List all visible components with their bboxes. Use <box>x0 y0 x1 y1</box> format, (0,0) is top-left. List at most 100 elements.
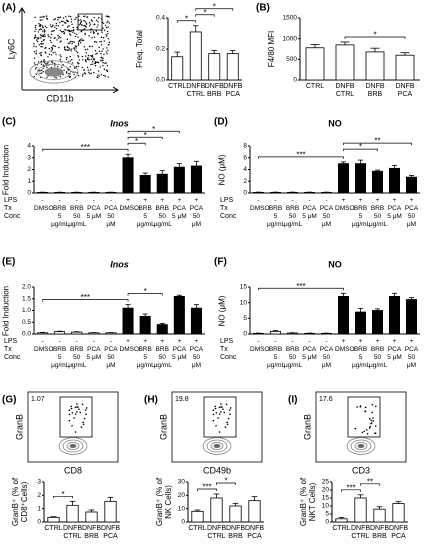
y-tick-label: 1.0 <box>22 307 31 314</box>
event-dot <box>74 49 76 51</box>
row-value: PCA <box>387 205 402 212</box>
event-dot <box>49 39 52 42</box>
significance-bracket <box>42 299 129 302</box>
event-dot <box>96 61 99 64</box>
event-dot <box>46 17 48 20</box>
x-tick-label: CTRL <box>332 525 351 532</box>
event-dot <box>70 18 73 20</box>
event-dot <box>85 26 87 28</box>
bar <box>37 332 49 335</box>
row-value: + <box>392 197 397 204</box>
row-value: BRB <box>155 205 169 212</box>
x-tick-label: DNFB CTRL <box>206 525 227 540</box>
event-dot <box>73 41 75 43</box>
event-dot <box>65 58 68 61</box>
event-dot <box>108 22 111 24</box>
row-value: BRB <box>285 346 300 353</box>
y-tick-label: 6 <box>243 154 247 161</box>
row-value: - <box>291 338 294 345</box>
row-value: - <box>109 338 113 345</box>
significance-bracket <box>127 293 163 296</box>
event-dot <box>44 63 47 65</box>
event-dot <box>100 52 102 55</box>
contour <box>350 439 372 453</box>
y-tick-label: 10 <box>322 503 330 510</box>
significance-bracket <box>42 148 129 152</box>
contour <box>58 437 88 455</box>
event-dot <box>69 60 71 62</box>
bar <box>173 166 185 194</box>
row-value: 50 μg/mL <box>369 213 388 228</box>
bar <box>139 315 151 335</box>
row-label: Conc <box>4 213 21 220</box>
event-dot <box>368 427 371 429</box>
bar <box>303 332 315 335</box>
contour <box>37 63 71 81</box>
event-dot <box>71 412 74 414</box>
event-dot <box>63 22 66 24</box>
event-dot <box>76 411 78 413</box>
y-axis-label: GranB <box>158 414 168 440</box>
y-axis-label: Fold Induction <box>1 144 10 195</box>
event-dot <box>356 406 358 408</box>
event-dot <box>68 42 71 45</box>
row-value: PCA <box>387 346 402 353</box>
event-dot <box>74 406 77 409</box>
event-dot <box>214 405 217 408</box>
event-dot <box>85 55 87 57</box>
event-dot <box>43 35 45 37</box>
event-dot <box>50 50 52 52</box>
row-value: - <box>92 338 95 345</box>
significance-label: *** <box>81 293 90 302</box>
event-dot <box>35 28 37 30</box>
event-dot <box>43 59 45 61</box>
event-dot <box>77 56 80 58</box>
event-dot <box>34 30 36 32</box>
row-value: BRB <box>70 205 84 212</box>
event-dot <box>81 403 84 406</box>
event-dot <box>42 30 44 32</box>
row-value: BRB <box>268 346 283 353</box>
event-dot <box>75 33 78 36</box>
event-dot <box>58 36 61 38</box>
y-tick-label: 3 <box>27 154 31 161</box>
event-dot <box>33 75 35 78</box>
y-tick-label: 8 <box>243 143 247 150</box>
event-dot <box>56 39 58 41</box>
event-dot <box>42 67 44 70</box>
event-dot <box>102 64 104 67</box>
row-value: 5 μg/mL <box>51 354 70 369</box>
x-tick-label: DNFB BRB <box>369 525 390 540</box>
event-dot <box>41 40 43 43</box>
event-dot <box>52 52 54 54</box>
contour <box>357 443 365 449</box>
event-dot <box>63 48 66 51</box>
event-dot <box>90 31 92 33</box>
event-dot <box>55 24 57 27</box>
significance-bracket <box>258 156 344 159</box>
event-dot <box>70 405 73 408</box>
bar <box>405 299 417 335</box>
event-dot <box>65 19 68 21</box>
event-dot <box>34 34 37 36</box>
event-dot <box>223 411 226 414</box>
event-dot <box>67 42 69 44</box>
y-tick-label: 0 <box>243 331 247 338</box>
row-value: + <box>160 197 165 204</box>
event-dot <box>69 66 72 68</box>
significance-label: * <box>135 137 138 146</box>
event-dot <box>108 44 110 46</box>
event-dot <box>80 31 83 33</box>
event-dot <box>78 408 80 410</box>
event-dot <box>39 16 41 19</box>
y-tick-label: 0 <box>293 77 297 84</box>
bar <box>66 504 79 523</box>
event-dot <box>371 411 373 414</box>
event-dot <box>80 426 83 429</box>
y-axis-label: GranB <box>302 414 312 440</box>
gate <box>59 396 93 438</box>
x-tick-label: DNFB BRB <box>204 83 224 98</box>
significance-label: * <box>224 477 227 486</box>
event-dot <box>85 407 88 409</box>
row-value: + <box>341 338 346 345</box>
